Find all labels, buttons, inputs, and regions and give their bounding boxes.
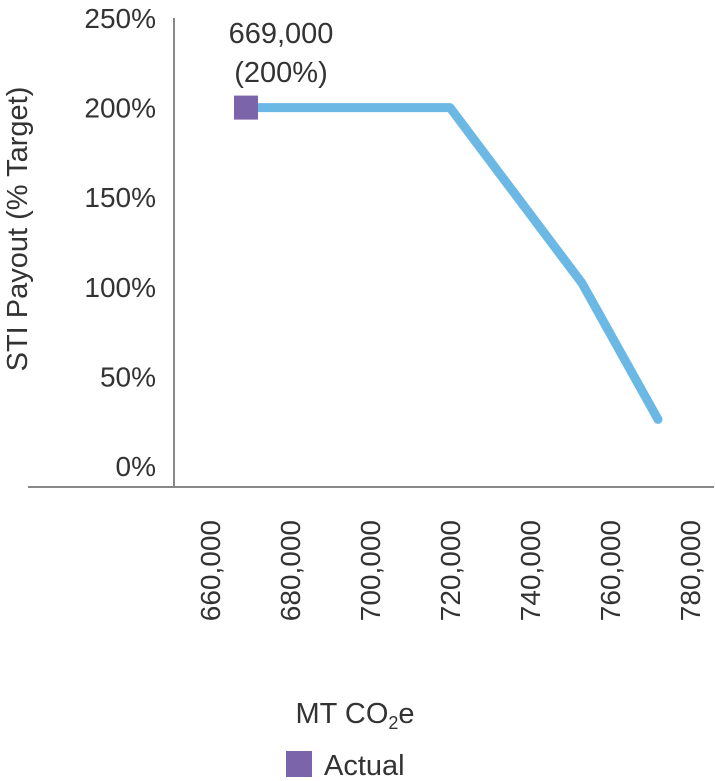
- y-tick-label: 250%: [84, 3, 156, 34]
- series-line: [241, 103, 663, 424]
- x-tick-label: 780,000: [675, 520, 706, 621]
- x-axis-title-subscript: 2: [388, 713, 398, 733]
- axes-group: 0% 50% 100% 150% 200% 250% 660,000 680,000 700,0…: [28, 3, 714, 621]
- actual-annotation-percent: (200%): [234, 57, 328, 89]
- y-tick-label: 100%: [84, 272, 156, 303]
- x-axis-title-suffix: e: [398, 698, 414, 730]
- annotation-group: 669,000 (200%): [229, 18, 334, 89]
- actual-annotation-value: 669,000: [229, 18, 334, 50]
- actual-marker: [234, 95, 258, 120]
- series-group: [234, 95, 663, 424]
- y-tick-label: 200%: [84, 93, 156, 124]
- y-axis-title: STI Payout (% Target): [2, 87, 34, 372]
- x-tick-label: 660,000: [195, 520, 226, 621]
- x-tick-label: 740,000: [515, 520, 546, 621]
- x-axis-title: MT CO2e: [295, 698, 414, 733]
- x-tick-label: 680,000: [275, 520, 306, 621]
- x-tick-label: 700,000: [355, 520, 386, 621]
- y-tick-label: 0%: [116, 451, 156, 482]
- y-tick-label: 150%: [84, 182, 156, 213]
- x-tick-label: 760,000: [595, 520, 626, 621]
- legend-swatch-actual: [286, 751, 312, 777]
- legend: Actual: [286, 750, 405, 781]
- x-axis-title-main: MT CO: [295, 698, 388, 730]
- legend-label-actual: Actual: [324, 750, 405, 781]
- x-tick-label: 720,000: [435, 520, 466, 621]
- y-tick-label: 50%: [100, 361, 156, 392]
